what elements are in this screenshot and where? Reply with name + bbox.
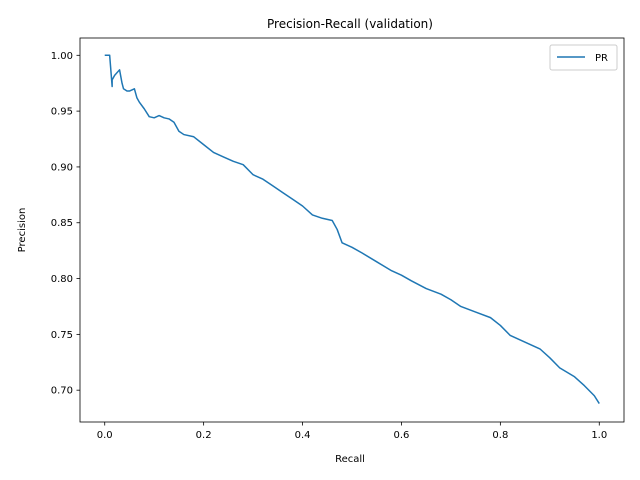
plot-area bbox=[79, 37, 625, 423]
y-tick-label: 0.80 bbox=[51, 274, 73, 285]
x-tick-label: 0.2 bbox=[196, 430, 212, 441]
x-tick-label: 0.0 bbox=[97, 430, 113, 441]
x-axis-label: Recall bbox=[335, 454, 365, 465]
x-tick-label: 0.8 bbox=[492, 430, 508, 441]
y-axis-label: Precision bbox=[17, 208, 28, 253]
y-tick-label: 1.00 bbox=[51, 51, 73, 62]
y-axis-ticks: 0.70 0.75 0.80 0.85 0.90 0.95 1.00 bbox=[51, 51, 80, 397]
axes-background bbox=[80, 38, 624, 422]
x-tick-label: 0.4 bbox=[295, 430, 311, 441]
chart-title: Precision-Recall (validation) bbox=[267, 17, 433, 31]
y-tick-label: 0.85 bbox=[51, 218, 73, 229]
y-tick-label: 0.70 bbox=[51, 386, 73, 397]
y-tick-label: 0.95 bbox=[51, 107, 73, 118]
x-tick-label: 0.6 bbox=[394, 430, 410, 441]
y-tick-label: 0.75 bbox=[51, 330, 73, 341]
legend: PR bbox=[549, 44, 618, 71]
series-layer bbox=[104, 54, 600, 404]
axes-frame bbox=[79, 37, 625, 423]
legend-label-pr: PR bbox=[595, 53, 608, 64]
x-axis-ticks: 0.0 0.2 0.4 0.6 0.8 1.0 bbox=[97, 422, 607, 441]
series-line-pr bbox=[104, 54, 600, 404]
x-tick-label: 1.0 bbox=[591, 430, 607, 441]
y-tick-label: 0.90 bbox=[51, 162, 73, 173]
